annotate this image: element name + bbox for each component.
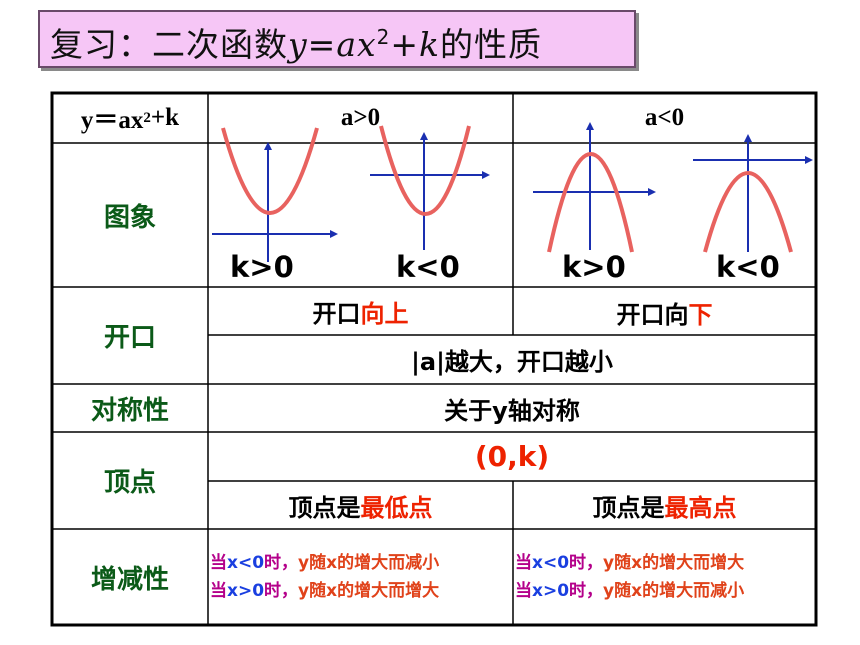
opening-size-rule: |a|越大，开口越小 bbox=[411, 348, 613, 376]
title-func-y: y bbox=[288, 25, 308, 64]
monotonic-pos-line1-prefix: 当 bbox=[210, 553, 227, 573]
title-func-k: k bbox=[419, 25, 440, 64]
header-function: y＝ax 2 +k bbox=[52, 93, 208, 143]
opening-a-positive: 开口 向上 bbox=[208, 287, 513, 335]
graph2-k-label: k<0 bbox=[396, 250, 460, 284]
monotonic-pos-line1-mid: 时， bbox=[264, 553, 299, 573]
monotonic-neg-line1-prefix: 当 bbox=[515, 553, 532, 573]
monotonic-neg-line1-mid: 时， bbox=[569, 553, 604, 573]
title-suffix: 的性质 bbox=[440, 25, 542, 64]
title-func-ax: ax bbox=[336, 25, 377, 64]
opening-pos-highlight: 向上 bbox=[360, 299, 409, 328]
monotonic-neg-line2-mid: 时， bbox=[569, 581, 604, 601]
monotonic-neg-line1: 当x<0时，y随x的增大而增大 bbox=[515, 549, 744, 577]
monotonic-pos-line2-prefix: 当 bbox=[210, 581, 227, 601]
monotonic-pos-line1: 当x<0时，y随x的增大而减小 bbox=[210, 549, 439, 577]
title-banner: 复习：二次函数y=ax2+k的性质 bbox=[38, 10, 636, 68]
monotonic-a-negative: 当x<0时，y随x的增大而增大 当x>0时，y随x的增大而减小 bbox=[513, 529, 816, 625]
monotonic-pos-line2-result: y随x的增大而增大 bbox=[298, 581, 440, 601]
header-a-positive: a>0 bbox=[340, 104, 381, 131]
vertex-pos-text: 顶点是 bbox=[288, 493, 361, 522]
graph4-k-label: k<0 bbox=[716, 250, 780, 284]
monotonic-a-positive: 当x<0时，y随x的增大而减小 当x>0时，y随x的增大而增大 bbox=[208, 529, 513, 625]
opening-pos-text: 开口 bbox=[312, 299, 361, 328]
row-label-vertex: 顶点 bbox=[103, 468, 156, 498]
monotonic-pos-line1-result: y随x的增大而减小 bbox=[298, 553, 440, 573]
header-function-exp: 2 bbox=[143, 109, 151, 126]
monotonic-neg-line2-result: y随x的增大而减小 bbox=[603, 581, 745, 601]
graph3-k-label: k>0 bbox=[562, 250, 626, 284]
header-function-b: +k bbox=[150, 104, 180, 131]
graph1-k-label: k>0 bbox=[230, 250, 294, 284]
vertex-pos-highlight: 最低点 bbox=[360, 493, 433, 522]
opening-a-negative: 开口向下 bbox=[513, 287, 816, 335]
monotonic-pos-line2: 当x>0时，y随x的增大而增大 bbox=[210, 577, 439, 605]
title-prefix: 复习：二次函数 bbox=[50, 25, 288, 64]
symmetry-text: 关于y轴对称 bbox=[444, 396, 580, 425]
monotonic-neg-line2-prefix: 当 bbox=[515, 581, 532, 601]
title-func-plus: + bbox=[390, 25, 419, 64]
monotonic-neg-line2: 当x>0时，y随x的增大而减小 bbox=[515, 577, 744, 605]
opening-neg-highlight: 下 bbox=[688, 301, 713, 329]
title-func-exp: 2 bbox=[376, 25, 391, 49]
monotonic-pos-line2-cond: x>0 bbox=[227, 581, 265, 601]
row-label-symmetry: 对称性 bbox=[90, 395, 169, 426]
monotonic-neg-line2-cond: x>0 bbox=[532, 581, 570, 601]
page-title: 复习：二次函数y=ax2+k的性质 bbox=[50, 18, 542, 66]
vertex-a-negative: 顶点是 最高点 bbox=[513, 481, 816, 529]
monotonic-neg-line1-result: y随x的增大而增大 bbox=[603, 553, 745, 573]
header-a-negative: a<0 bbox=[644, 104, 685, 131]
title-func-eq: = bbox=[307, 25, 337, 64]
vertex-coord: (0,k) bbox=[474, 440, 550, 473]
monotonic-pos-line1-cond: x<0 bbox=[227, 553, 265, 573]
vertex-neg-text: 顶点是 bbox=[592, 493, 665, 522]
opening-neg-text: 开口向 bbox=[616, 301, 689, 329]
monotonic-neg-line1-cond: x<0 bbox=[532, 553, 570, 573]
row-label-graph: 图象 bbox=[103, 202, 156, 233]
monotonic-pos-line2-mid: 时， bbox=[264, 581, 299, 601]
vertex-neg-highlight: 最高点 bbox=[664, 493, 737, 522]
header-function-a: y＝ax bbox=[80, 107, 144, 134]
vertex-a-positive: 顶点是 最低点 bbox=[208, 481, 513, 529]
row-label-opening: 开口 bbox=[103, 323, 156, 353]
row-label-monotonic: 增减性 bbox=[90, 564, 169, 595]
